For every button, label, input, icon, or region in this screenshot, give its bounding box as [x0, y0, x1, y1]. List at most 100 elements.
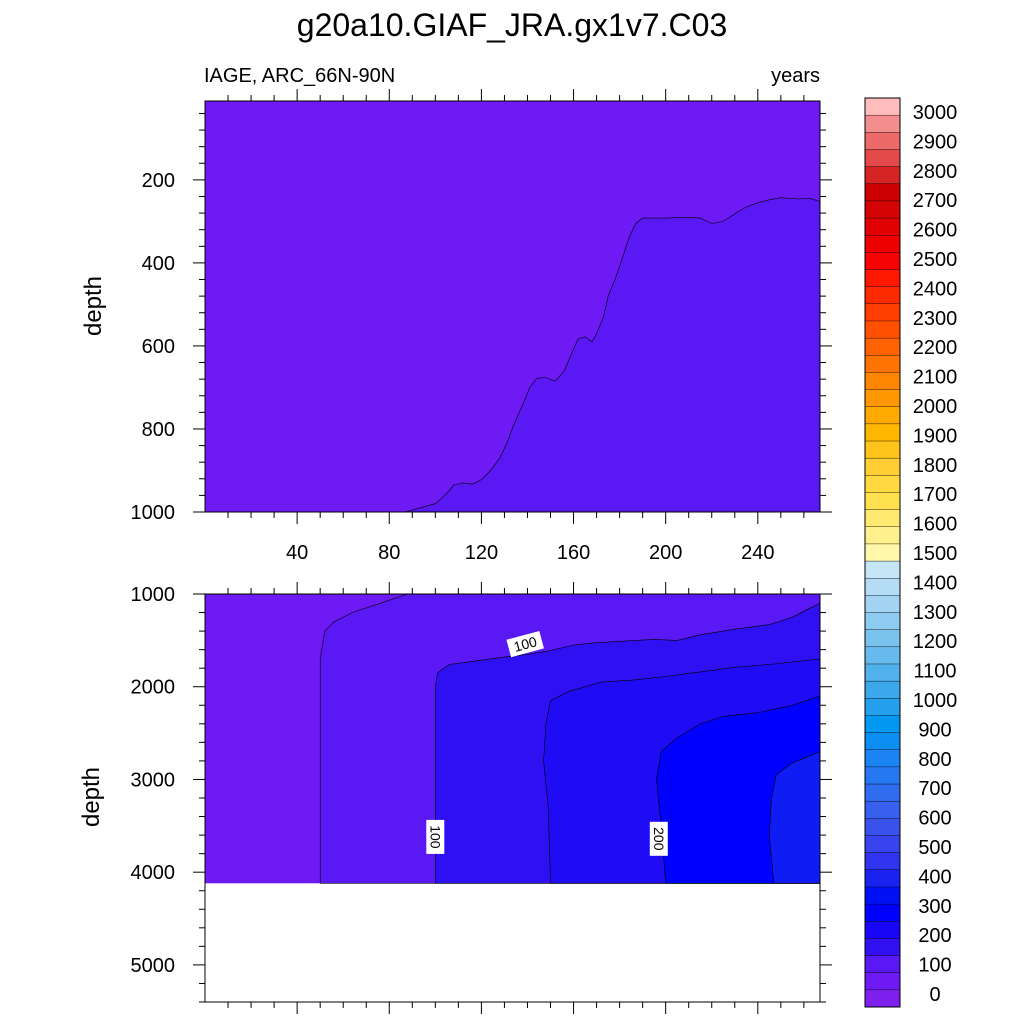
colorbar-swatch [864, 132, 901, 150]
colorbar-swatch [864, 114, 901, 133]
colorbar-label: 3000 [913, 102, 958, 124]
colorbar-swatch [864, 646, 901, 665]
colorbar-swatch [864, 406, 901, 425]
right-subtitle: years [771, 65, 820, 87]
lower-y-tick-label: 3000 [131, 769, 176, 791]
contour-label: 100 [426, 819, 445, 854]
colorbar-swatch [864, 303, 901, 322]
colorbar-label: 1300 [913, 602, 958, 624]
colorbar-label: 600 [918, 808, 951, 830]
colorbar-swatch [864, 286, 901, 305]
colorbar-label: 2000 [913, 396, 958, 418]
colorbar-label: 1800 [913, 455, 958, 477]
upper-panel: 200 400 600 800 1000 40 80 120 160 200 240 [131, 89, 832, 564]
colorbar-swatch [864, 732, 901, 751]
x-tick-label: 40 [286, 542, 308, 564]
colorbar-swatch [864, 337, 901, 356]
colorbar-label: 1100 [913, 661, 956, 683]
colorbar-swatch [864, 955, 901, 974]
colorbar-label: 800 [918, 749, 951, 771]
y-axis-label-upper: depth [80, 276, 107, 336]
colorbar-swatch [864, 269, 901, 288]
colorbar-label: 2200 [913, 337, 958, 359]
colorbar-label: 1400 [913, 572, 958, 594]
colorbar-swatch [864, 235, 901, 253]
colorbar-label: 2800 [913, 161, 958, 183]
colorbar-swatch [864, 543, 901, 562]
colorbar-label: 400 [918, 866, 951, 888]
lower-y-tick-label: 1000 [131, 584, 176, 606]
upper-contour-region-1 [405, 197, 821, 513]
contour-label-bg [506, 631, 544, 658]
colorbar-swatch [864, 475, 901, 493]
colorbar-label: 1900 [913, 425, 958, 447]
x-tick-label: 200 [649, 542, 682, 564]
colorbar-swatch [864, 595, 901, 614]
colorbar-swatch [864, 818, 901, 836]
upper-y-tick-label: 600 [142, 336, 175, 358]
colorbar-swatch [864, 972, 901, 991]
y-axis-label-lower: depth [78, 767, 105, 827]
colorbar-swatch [864, 938, 901, 957]
contour-label-text: 100 [427, 825, 443, 849]
colorbar-swatch [864, 389, 901, 408]
contour-label: 100 [506, 631, 544, 658]
colorbar-swatch [864, 612, 901, 631]
lower-y-tick-label: 5000 [131, 955, 176, 977]
colorbar-swatch [864, 526, 901, 545]
chart-title: g20a10.GIAF_JRA.gx1v7.C03 [297, 7, 727, 43]
colorbar-swatch [864, 869, 901, 888]
colorbar-swatch [864, 835, 901, 854]
colorbar-label: 2700 [913, 190, 958, 212]
colorbar-label: 1200 [913, 631, 958, 653]
colorbar-swatch [864, 440, 901, 459]
colorbar-swatch [864, 560, 901, 579]
colorbar-label: 2500 [913, 249, 958, 271]
colorbar-label: 300 [918, 896, 951, 918]
colorbar-swatch [864, 800, 901, 819]
colorbar-swatch [864, 766, 901, 785]
colorbar-swatch [864, 372, 901, 391]
colorbar-label: 1600 [913, 514, 958, 536]
colorbar-swatch [864, 663, 901, 682]
colorbar-label: 2400 [913, 278, 958, 300]
colorbar-swatch [864, 629, 901, 648]
colorbar-swatch [864, 509, 901, 528]
colorbar-label: 500 [918, 837, 951, 859]
contour-label-bg [426, 819, 445, 854]
colorbar-swatch [864, 578, 901, 596]
colorbar-label: 100 [918, 955, 951, 977]
colorbar-label: 700 [918, 778, 951, 800]
colorbar-label: 2600 [913, 220, 958, 242]
contour-label-text: 100 [512, 633, 539, 655]
upper-frame [204, 100, 821, 513]
colorbar-swatch [864, 423, 901, 442]
lower-y-tick-label: 4000 [131, 862, 176, 884]
colorbar: 3000290028002700260025002400230022002100… [864, 97, 958, 1008]
contour-label-text: 200 [651, 827, 667, 851]
colorbar-swatch [864, 457, 901, 476]
colorbar-swatch [864, 921, 901, 939]
upper-y-tick-label: 800 [142, 419, 175, 441]
colorbar-swatch [864, 252, 901, 271]
upper-y-tick-label: 200 [142, 170, 175, 192]
x-tick-label: 240 [741, 542, 774, 564]
colorbar-swatch [864, 886, 901, 905]
lower-panel: 1000 2000 3000 4000 5000 100 100 200 [131, 582, 832, 1014]
colorbar-swatch [864, 680, 901, 699]
colorbar-swatch [864, 166, 901, 185]
colorbar-swatch [864, 97, 901, 116]
colorbar-swatch [864, 183, 901, 202]
colorbar-label: 2100 [913, 367, 958, 389]
upper-y-tick-label: 1000 [131, 502, 176, 524]
left-subtitle: IAGE, ARC_66N-90N [204, 65, 395, 87]
x-tick-label: 160 [557, 542, 590, 564]
colorbar-swatch [864, 355, 901, 373]
colorbar-frame [864, 97, 901, 1008]
x-tick-label: 80 [378, 542, 400, 564]
colorbar-swatch [864, 149, 901, 168]
contour-label-bg [649, 821, 668, 856]
lower-y-tick-label: 2000 [131, 677, 176, 699]
colorbar-label: 2300 [913, 308, 958, 330]
